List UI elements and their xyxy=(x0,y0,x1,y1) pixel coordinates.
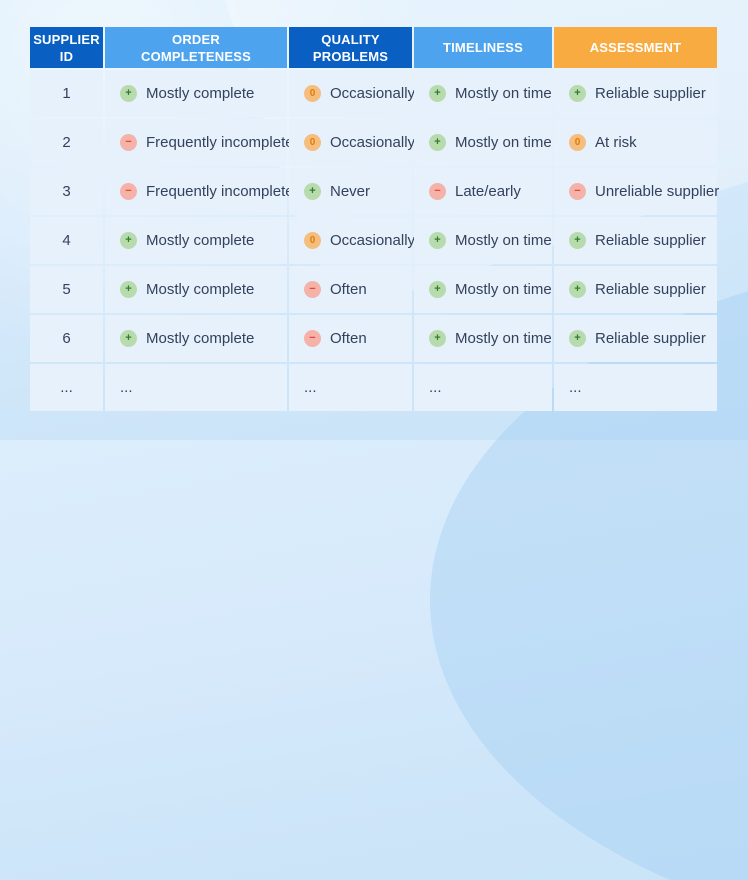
cell-text: Occasionally xyxy=(330,134,416,151)
positive-icon: + xyxy=(569,281,586,298)
column-header-label: QUALITY PROBLEMS xyxy=(312,31,389,64)
cell-text: Late/early xyxy=(455,183,521,200)
negative-icon: − xyxy=(569,183,586,200)
table-cell: ... xyxy=(554,364,717,411)
cell-text: Unreliable supplier xyxy=(595,183,720,200)
table-cell: + Mostly on time xyxy=(414,119,552,166)
cell-text: Mostly complete xyxy=(146,281,255,298)
cell-text: Mostly on time xyxy=(455,281,552,298)
table-cell: + Mostly on time xyxy=(414,266,552,313)
table-cell: + Mostly on time xyxy=(414,70,552,117)
positive-icon: + xyxy=(120,232,137,249)
column-header-order-completeness: ORDER COMPLETENESS xyxy=(105,27,287,68)
supplier-id-cell: 6 xyxy=(30,315,103,362)
cell-text: Reliable supplier xyxy=(595,232,706,249)
table-cell: 0 Occasionally xyxy=(289,70,416,117)
cell-text: Mostly on time xyxy=(455,232,552,249)
positive-icon: + xyxy=(429,134,446,151)
supplier-assessment-table: SUPPLIER ID ORDER COMPLETENESS QUALITY PRO… xyxy=(30,27,720,411)
table-cell: 0 At risk xyxy=(554,119,717,166)
positive-icon: + xyxy=(304,183,321,200)
cell-text: Often xyxy=(330,330,367,347)
cell-text: Mostly complete xyxy=(146,232,255,249)
table-cell: ... xyxy=(105,364,287,411)
cell-text: Never xyxy=(330,183,371,200)
supplier-id-cell: 1 xyxy=(30,70,103,117)
column-header-quality-problems: QUALITY PROBLEMS xyxy=(289,27,412,68)
cell-text: ... xyxy=(569,379,582,396)
negative-icon: − xyxy=(120,183,137,200)
cell-text: Reliable supplier xyxy=(595,281,706,298)
supplier-id-cell: 2 xyxy=(30,119,103,166)
cell-text: ... xyxy=(304,379,317,396)
cell-text: Often xyxy=(330,281,367,298)
column-header-timeliness: TIMELINESS xyxy=(414,27,552,68)
table-cell: − Often xyxy=(289,266,412,313)
positive-icon: + xyxy=(429,330,446,347)
neutral-icon: 0 xyxy=(304,85,321,102)
table-cell: + Mostly on time xyxy=(414,217,552,264)
neutral-icon: 0 xyxy=(569,134,586,151)
column-header-label: ASSESSMENT xyxy=(589,40,682,55)
column-header-label: TIMELINESS xyxy=(442,40,523,55)
table-cell: + Mostly on time xyxy=(414,315,552,362)
supplier-id-cell: 3 xyxy=(30,168,103,215)
positive-icon: + xyxy=(120,281,137,298)
negative-icon: − xyxy=(304,330,321,347)
table-cell: ... xyxy=(289,364,412,411)
column-header-assessment: ASSESSMENT xyxy=(554,27,717,68)
positive-icon: + xyxy=(429,232,446,249)
negative-icon: − xyxy=(429,183,446,200)
positive-icon: + xyxy=(429,85,446,102)
positive-icon: + xyxy=(120,330,137,347)
column-header-label: SUPPLIER ID xyxy=(33,31,100,64)
cell-text: Mostly on time xyxy=(455,330,552,347)
cell-text: Frequently incomplete xyxy=(146,134,294,151)
table-cell: + Reliable supplier xyxy=(554,70,717,117)
supplier-id-cell: 4 xyxy=(30,217,103,264)
table-cell: + Mostly complete xyxy=(105,266,287,313)
table-cell: − Frequently incomplete xyxy=(105,168,294,215)
cell-text: Mostly on time xyxy=(455,85,552,102)
table-cell: − Frequently incomplete xyxy=(105,119,294,166)
table-cell: − Unreliable supplier xyxy=(554,168,720,215)
cell-text: ... xyxy=(120,379,133,396)
positive-icon: + xyxy=(569,232,586,249)
table-cell: + Mostly complete xyxy=(105,217,287,264)
table-cell: 0 Occasionally xyxy=(289,119,416,166)
table-cell: + Mostly complete xyxy=(105,70,287,117)
table-cell: + Never xyxy=(289,168,412,215)
column-header-label: ORDER COMPLETENESS xyxy=(140,31,252,64)
table-cell: 0 Occasionally xyxy=(289,217,416,264)
table-cell: + Reliable supplier xyxy=(554,266,717,313)
positive-icon: + xyxy=(569,85,586,102)
cell-text: Mostly complete xyxy=(146,330,255,347)
cell-text: Reliable supplier xyxy=(595,85,706,102)
cell-text: Mostly complete xyxy=(146,85,255,102)
neutral-icon: 0 xyxy=(304,134,321,151)
supplier-id-cell: ... xyxy=(30,364,103,411)
cell-text: Frequently incomplete xyxy=(146,183,294,200)
cell-text: Occasionally xyxy=(330,85,416,102)
table-cell: + Reliable supplier xyxy=(554,315,717,362)
positive-icon: + xyxy=(569,330,586,347)
supplier-id-cell: 5 xyxy=(30,266,103,313)
table-cell: − Often xyxy=(289,315,412,362)
cell-text: Mostly on time xyxy=(455,134,552,151)
negative-icon: − xyxy=(304,281,321,298)
table-cell: ... xyxy=(414,364,552,411)
table-cell: + Reliable supplier xyxy=(554,217,717,264)
cell-text: Occasionally xyxy=(330,232,416,249)
negative-icon: − xyxy=(120,134,137,151)
cell-text: At risk xyxy=(595,134,637,151)
table-cell: + Mostly complete xyxy=(105,315,287,362)
cell-text: ... xyxy=(429,379,442,396)
cell-text: Reliable supplier xyxy=(595,330,706,347)
positive-icon: + xyxy=(120,85,137,102)
neutral-icon: 0 xyxy=(304,232,321,249)
column-header-supplier-id: SUPPLIER ID xyxy=(30,27,103,68)
positive-icon: + xyxy=(429,281,446,298)
table-cell: − Late/early xyxy=(414,168,552,215)
